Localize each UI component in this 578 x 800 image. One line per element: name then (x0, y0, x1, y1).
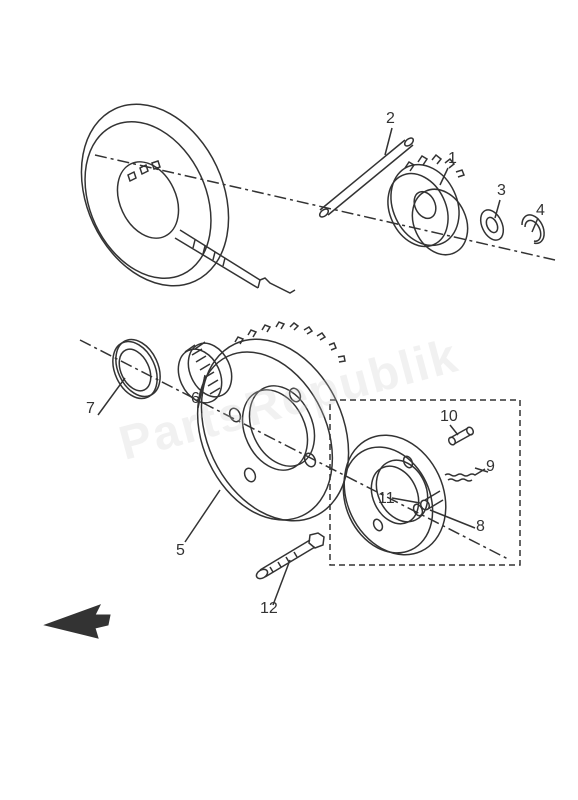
callout-9: 9 (486, 458, 495, 476)
callout-2: 2 (386, 110, 395, 128)
callout-8: 8 (476, 518, 485, 536)
starter-clutch-illustration (325, 419, 464, 572)
callout-3: 3 (497, 182, 506, 200)
callout-6: 6 (191, 390, 200, 408)
callout-4: 4 (536, 202, 545, 220)
spring-illustration (445, 469, 485, 481)
idler-gear-illustration (377, 153, 478, 263)
direction-arrow (45, 605, 110, 638)
callout-11: 11 (378, 490, 395, 508)
washer-small-illustration (476, 206, 508, 243)
callout-5: 5 (176, 542, 185, 560)
starter-gear-illustration (172, 315, 377, 545)
callout-7: 7 (86, 400, 95, 418)
parts-diagram-container: PartsRepublik 1 2 3 4 5 6 7 8 9 10 11 12 (0, 0, 578, 800)
main-assembly-illustration (53, 80, 295, 310)
bolt-illustration (255, 533, 324, 580)
pin-roller-illustration (447, 426, 474, 446)
callout-1: 1 (448, 150, 457, 168)
shaft-pin-illustration (318, 136, 415, 218)
callout-10: 10 (440, 408, 458, 426)
callout-12: 12 (260, 600, 278, 618)
